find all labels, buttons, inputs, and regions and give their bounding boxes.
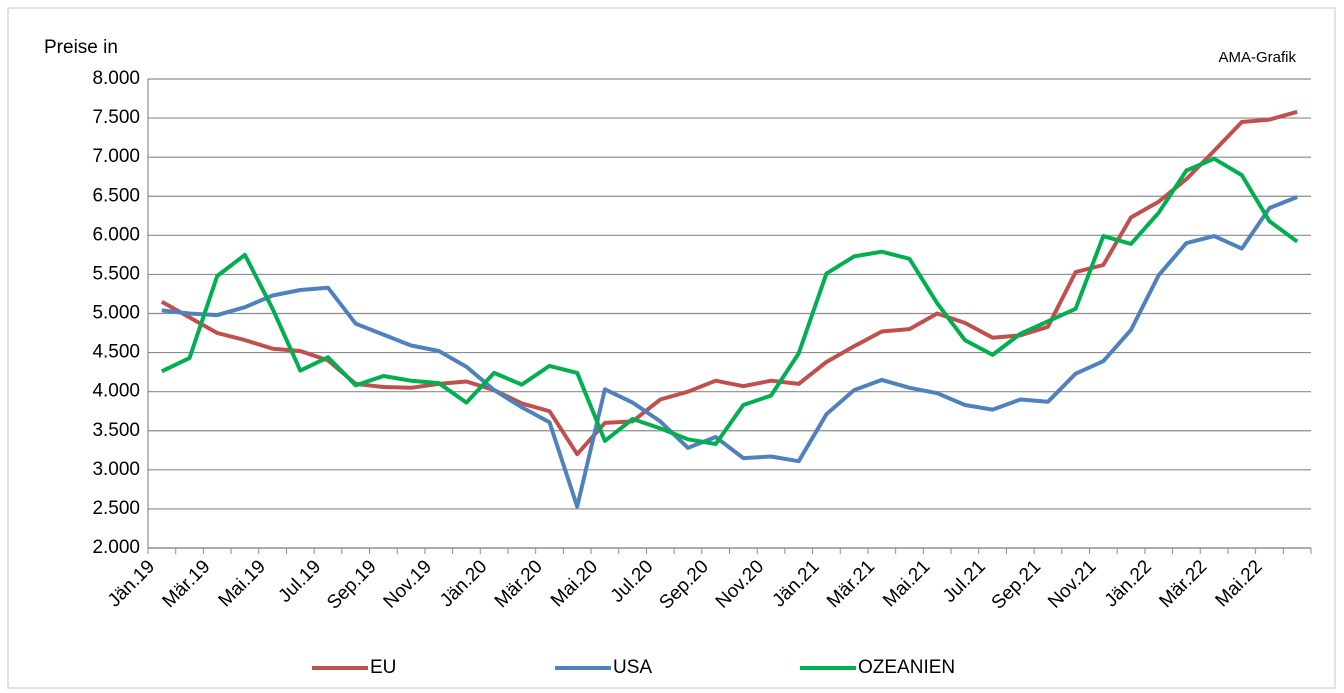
series-line	[161, 195, 1298, 509]
y-tick-label: 5.500	[92, 263, 140, 284]
y-tick-label: 6.500	[92, 185, 140, 206]
y-tick-label: 4.500	[92, 342, 140, 363]
y-tick-label: 3.000	[92, 459, 140, 480]
y-tick-label: 8.000	[92, 68, 140, 89]
y-tick-label: 2.500	[92, 498, 140, 519]
y-tick-label: 3.500	[92, 420, 140, 441]
chart-title: Preise in	[44, 37, 118, 58]
legend-label: USA	[613, 657, 652, 678]
y-tick-label: 7.500	[92, 107, 140, 128]
y-tick-label: 6.000	[92, 224, 140, 245]
y-tick-label: 5.000	[92, 303, 140, 324]
y-tick-label: 4.000	[92, 381, 140, 402]
legend-label: OZEANIEN	[858, 657, 955, 678]
y-tick-label: 7.000	[92, 146, 140, 167]
series-line	[160, 156, 1299, 446]
annotation: AMA-Grafik	[1218, 49, 1296, 66]
y-tick-label: 2.000	[92, 537, 140, 558]
legend-label: EU	[370, 657, 396, 678]
